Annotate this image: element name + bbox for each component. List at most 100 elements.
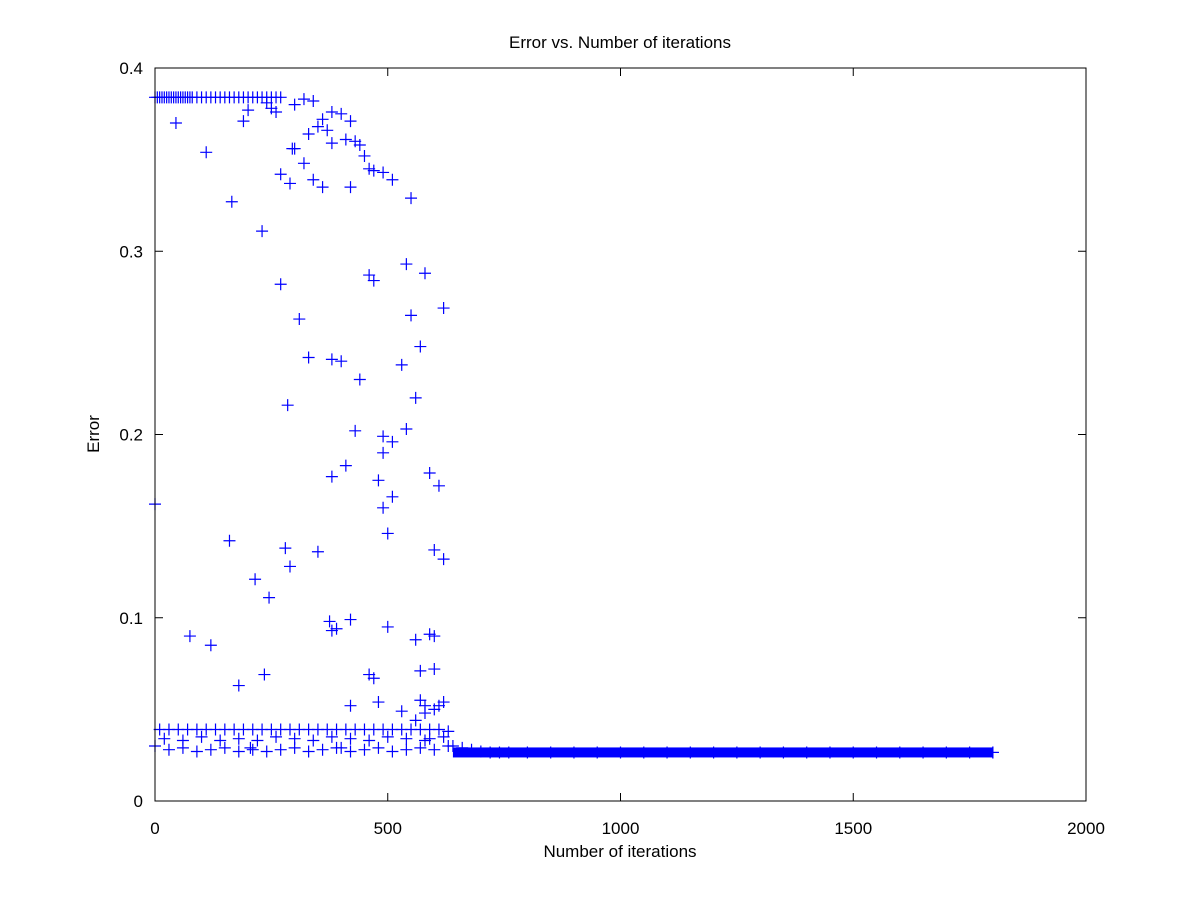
x-tick-label: 1000: [602, 819, 640, 838]
y-axis-label: Error: [84, 415, 103, 453]
data-point: [358, 743, 371, 756]
data-point: [274, 743, 287, 756]
data-point: [386, 435, 399, 448]
data-point: [414, 340, 427, 353]
data-point: [321, 124, 334, 137]
data-point: [363, 162, 376, 175]
data-point: [302, 127, 315, 140]
data-point: [349, 424, 362, 437]
data-point: [316, 113, 329, 126]
y-tick-label: 0.4: [119, 59, 143, 78]
data-point: [418, 707, 431, 720]
data-point: [381, 527, 394, 540]
x-tick-label: 2000: [1067, 819, 1105, 838]
x-tick-label: 0: [150, 819, 159, 838]
data-point: [297, 93, 310, 106]
data-point: [183, 630, 196, 643]
data-point: [377, 501, 390, 514]
data-point: [405, 192, 418, 205]
data-point: [423, 466, 436, 479]
plot-frame: [154, 67, 1087, 802]
data-point: [279, 542, 292, 555]
data-point: [381, 730, 394, 743]
data-point: [204, 743, 217, 756]
data-point: [195, 730, 208, 743]
data-point: [381, 620, 394, 633]
data-point: [344, 181, 357, 194]
data-point: [330, 741, 343, 754]
data-point: [428, 630, 441, 643]
data-point: [263, 591, 276, 604]
data-point: [260, 96, 273, 109]
data-point: [311, 545, 324, 558]
data-point: [339, 459, 352, 472]
data-point: [418, 267, 431, 280]
data-point: [311, 120, 324, 133]
data-point: [418, 734, 431, 747]
data-point: [297, 157, 310, 170]
data-point: [432, 723, 445, 736]
data-point: [386, 490, 399, 503]
data-point: [400, 743, 413, 756]
data-point: [325, 730, 338, 743]
data-point: [162, 743, 175, 756]
data-point: [437, 302, 450, 315]
data-point: [325, 470, 338, 483]
data-point: [274, 91, 287, 104]
data-point: [251, 734, 264, 747]
data-point: [225, 195, 238, 208]
data-point: [344, 613, 357, 626]
data-point: [286, 142, 299, 155]
data-point: [190, 745, 203, 758]
data-point: [344, 745, 357, 758]
data-point: [232, 732, 245, 745]
data-point: [204, 639, 217, 652]
data-point: [409, 714, 422, 727]
data-point: [377, 166, 390, 179]
data-point: [428, 543, 441, 556]
data-point: [218, 741, 231, 754]
data-point: [256, 225, 269, 238]
data-point: [316, 743, 329, 756]
data-point: [232, 679, 245, 692]
data-point: [283, 560, 296, 573]
data-point: [400, 423, 413, 436]
data-point: [400, 732, 413, 745]
data-point: [372, 741, 385, 754]
data-point: [270, 105, 283, 118]
data-point: [386, 173, 399, 186]
dense-marker-band: [452, 747, 993, 758]
data-point: [176, 741, 189, 754]
data-point: [214, 734, 227, 747]
data-point: [316, 181, 329, 194]
data-point: [409, 633, 422, 646]
data-point: [400, 258, 413, 271]
data-point: [349, 135, 362, 148]
data-point: [158, 732, 171, 745]
data-point: [325, 624, 338, 637]
data-point: [405, 309, 418, 322]
chart-title: Error vs. Number of iterations: [509, 33, 731, 52]
data-point: [423, 628, 436, 641]
data-point: [414, 694, 427, 707]
data-point: [330, 622, 343, 635]
data-point: [339, 133, 352, 146]
data-point: [307, 173, 320, 186]
data-point: [367, 672, 380, 685]
data-point: [260, 745, 273, 758]
data-point: [169, 116, 182, 129]
data-point: [442, 725, 455, 738]
data-point: [244, 741, 257, 754]
data-point: [353, 373, 366, 386]
data-point: [307, 734, 320, 747]
data-point: [414, 664, 427, 677]
data-point: [323, 615, 336, 628]
y-tick-label: 0.1: [119, 609, 143, 628]
data-point: [395, 705, 408, 718]
data-point: [237, 115, 250, 128]
data-point: [270, 730, 283, 743]
data-point: [372, 696, 385, 709]
